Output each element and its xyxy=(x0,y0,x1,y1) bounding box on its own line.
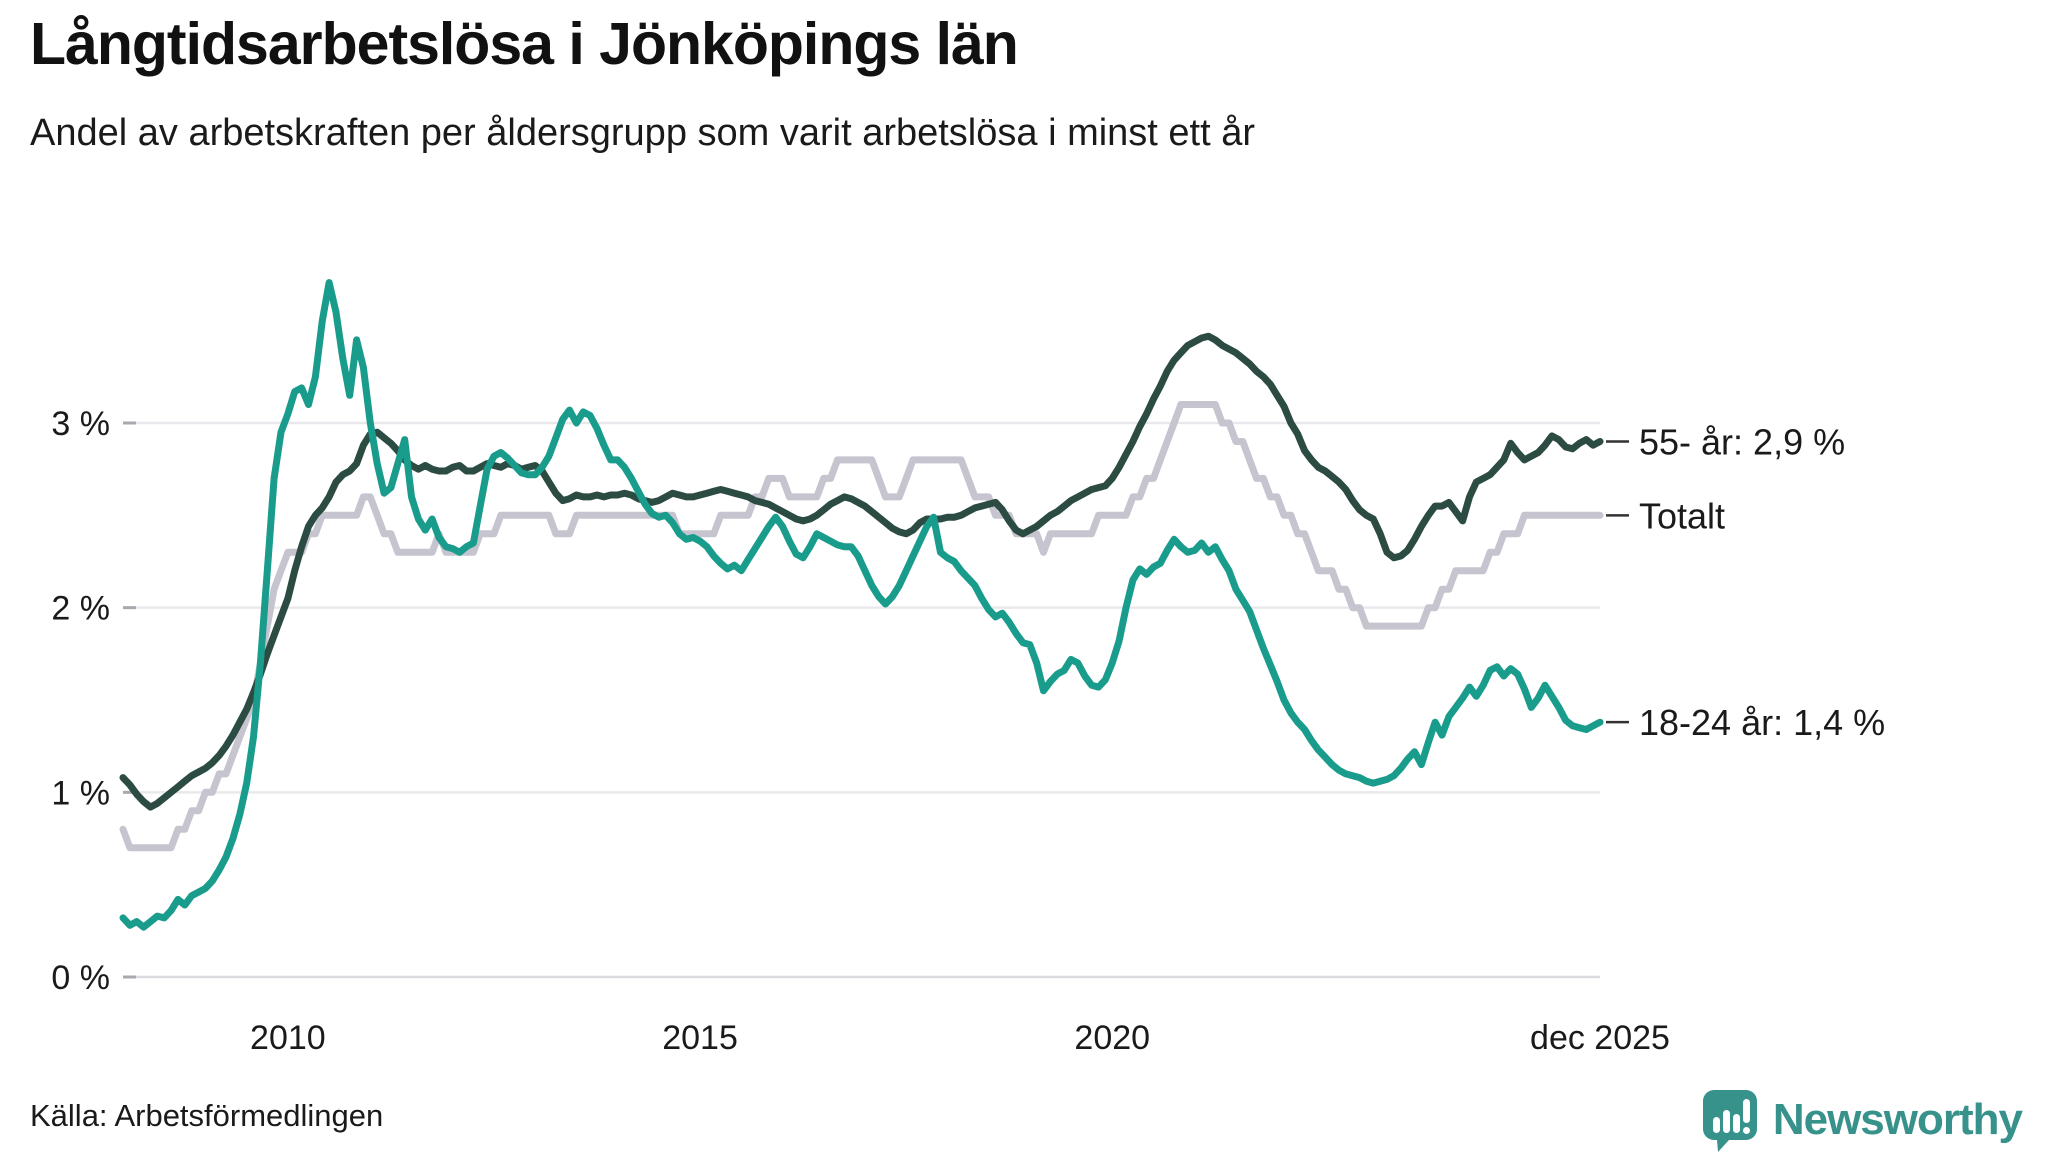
brand-name: Newsworthy xyxy=(1772,1095,2023,1144)
x-axis-label-dec-2025: dec 2025 xyxy=(1530,1019,1670,1057)
chart-subtitle: Andel av arbetskraften per åldersgrupp s… xyxy=(30,112,1256,154)
axis-label-layer: 3 % 2 % 1 % 0 % 2010 2015 2020 dec 2025 xyxy=(51,405,1670,1057)
y-axis-label: 0 % xyxy=(51,959,110,997)
page-title: Långtidsarbetslösa i Jönköpings län xyxy=(30,11,1019,77)
series-end-label-55-r: 55- år: 2,9 % xyxy=(1639,421,1845,462)
x-axis-label-2010: 2010 xyxy=(250,1019,326,1057)
brand-footer: Newsworthy xyxy=(1701,1088,2023,1152)
y-axis-label: 3 % xyxy=(51,405,110,443)
source-note: Källa: Arbetsförmedlingen xyxy=(30,1098,384,1133)
series-line-totalt xyxy=(119,401,1604,852)
series-line-18-24-r xyxy=(119,279,1604,931)
y-axis-label: 2 % xyxy=(51,590,110,628)
x-axis-label-2020: 2020 xyxy=(1074,1019,1150,1057)
series-end-label-totalt: Totalt xyxy=(1639,495,1725,536)
series-end-label-18-24-r: 18-24 år: 1,4 % xyxy=(1639,702,1885,743)
x-axis-label-2015: 2015 xyxy=(662,1019,738,1057)
series-layer: Totalt 55- år: 2,9 % 18-24 år: 1,4 % xyxy=(119,279,1885,931)
bar-chart-speech-bubble-icon xyxy=(1702,1090,1757,1152)
y-axis-label: 1 % xyxy=(51,774,110,812)
